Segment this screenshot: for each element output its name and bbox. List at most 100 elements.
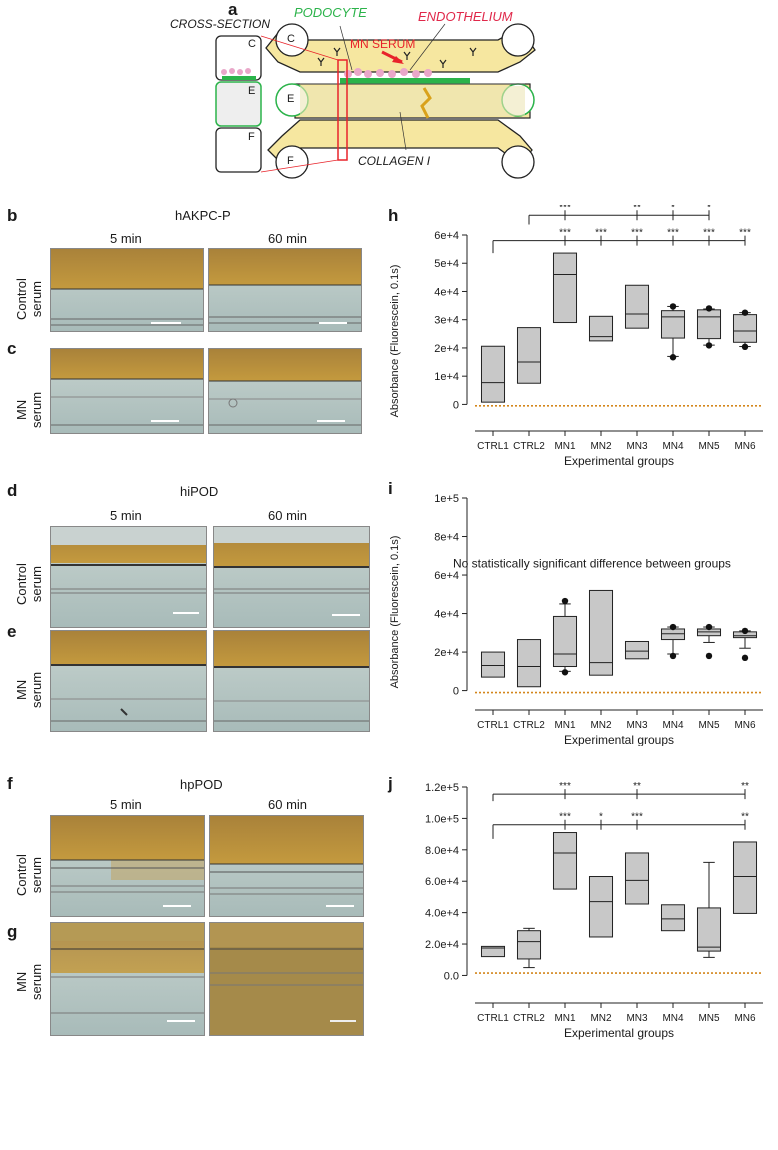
x-tick-label: MN6 bbox=[734, 441, 756, 452]
sig-stars: *** bbox=[595, 228, 607, 239]
panel-label-i: i bbox=[388, 479, 393, 498]
time-60-f: 60 min bbox=[268, 797, 308, 812]
x-tick-label: MN6 bbox=[734, 720, 756, 731]
x-tick-label: CTRL1 bbox=[477, 720, 509, 731]
x-tick-label: MN2 bbox=[590, 720, 612, 731]
y-tick-label: 2e+4 bbox=[434, 647, 459, 659]
sig-stars: *** bbox=[559, 228, 571, 239]
box-label-e: E bbox=[248, 85, 256, 97]
podocyte-label: PODOCYTE bbox=[294, 5, 367, 20]
micrograph-e-60min bbox=[213, 630, 370, 732]
sig-stars: ** bbox=[741, 781, 749, 792]
box-mn2 bbox=[588, 589, 614, 676]
x-tick-label: MN1 bbox=[554, 1013, 576, 1024]
y-axis-title: Absorbance (Fluorescein, 0.1s) bbox=[389, 536, 401, 689]
outlier-point bbox=[669, 623, 677, 631]
box-mn5 bbox=[696, 309, 722, 340]
outlier-point bbox=[561, 597, 569, 605]
outlier-point bbox=[741, 654, 749, 662]
x-tick-label: CTRL1 bbox=[477, 1013, 509, 1024]
box-mn1 bbox=[552, 252, 578, 324]
x-axis-title: Experimental groups bbox=[564, 1026, 674, 1040]
podocyte-cells bbox=[340, 68, 470, 84]
micrograph-c-60min bbox=[208, 348, 362, 434]
box-mn1 bbox=[552, 615, 578, 668]
y-tick-label: 4.0e+4 bbox=[425, 908, 459, 920]
sig-stars: *** bbox=[703, 228, 715, 239]
y-tick-label: 1e+4 bbox=[434, 371, 459, 383]
y-tick-label: 5e+4 bbox=[434, 258, 459, 270]
sig-stars: *** bbox=[559, 205, 571, 213]
sig-stars: *** bbox=[631, 812, 643, 823]
sig-stars: ** bbox=[633, 205, 641, 213]
y-tick-label: 3e+4 bbox=[434, 315, 459, 327]
x-tick-label: MN6 bbox=[734, 1013, 756, 1024]
x-axis-title: Experimental groups bbox=[564, 454, 674, 468]
row-label-control-f: Control serum bbox=[14, 854, 44, 896]
y-tick-label: 6e+4 bbox=[434, 230, 459, 242]
outlier-point bbox=[705, 623, 713, 631]
micrograph-b-5min bbox=[50, 248, 204, 332]
time-5-d: 5 min bbox=[110, 508, 142, 523]
outlier-point bbox=[741, 627, 749, 635]
row-label-control-d: Control serum bbox=[14, 563, 44, 605]
box-plot-i: 0 2e+4 4e+4 6e+4 8e+4 1e+5 CTRL1 CTRL2 MN1 MN2 MN3… bbox=[389, 493, 763, 746]
cell-type-d: hiPOD bbox=[180, 484, 219, 499]
collagen-label: COLLAGEN I bbox=[358, 154, 431, 168]
port-label-f: F bbox=[287, 155, 294, 167]
y-tick-label: 6e+4 bbox=[434, 570, 459, 582]
port-label-e: E bbox=[287, 93, 295, 105]
x-tick-label: MN4 bbox=[662, 441, 684, 452]
x-tick-label: MN1 bbox=[554, 720, 576, 731]
box-mn6 bbox=[732, 314, 758, 343]
panel-label-e: e bbox=[7, 622, 17, 641]
sig-stars: * bbox=[599, 812, 603, 823]
x-axis-title: Experimental groups bbox=[564, 733, 674, 746]
cross-section-cells bbox=[221, 68, 256, 80]
y-tick-label: 1.0e+5 bbox=[425, 813, 459, 825]
micrograph-b-60min bbox=[208, 248, 362, 332]
time-60-d: 60 min bbox=[268, 508, 308, 523]
sig-stars: ** bbox=[633, 781, 641, 792]
y-tick-label: 4e+4 bbox=[434, 609, 459, 621]
panel-label-d: d bbox=[7, 481, 18, 500]
box-label-f: F bbox=[248, 131, 255, 143]
x-tick-label: CTRL2 bbox=[513, 1013, 545, 1024]
x-tick-label: MN5 bbox=[698, 720, 720, 731]
outlier-point bbox=[705, 305, 713, 312]
box-ctrl2 bbox=[516, 639, 542, 688]
y-tick-label: 0 bbox=[453, 686, 459, 698]
box-mn1 bbox=[552, 832, 578, 890]
outlier-point bbox=[561, 669, 569, 676]
chip-schematic bbox=[215, 23, 536, 179]
box-ctrl1 bbox=[480, 345, 506, 403]
panel-label-g: g bbox=[7, 922, 18, 941]
y-tick-label: 8e+4 bbox=[434, 532, 459, 544]
cell-type-b: hAKPC-P bbox=[175, 208, 231, 223]
micrograph-d-60min bbox=[213, 526, 370, 628]
y-tick-label: 1e+5 bbox=[434, 493, 459, 505]
panel-label-j: j bbox=[388, 774, 393, 793]
x-tick-label: MN3 bbox=[626, 720, 648, 731]
time-5-f: 5 min bbox=[110, 797, 142, 812]
y-tick-label: 2e+4 bbox=[434, 343, 459, 355]
sig-stars: *** bbox=[559, 812, 571, 823]
no-significance-note: No statistically significant difference … bbox=[453, 556, 731, 570]
x-tick-label: MN1 bbox=[554, 441, 576, 452]
box-ctrl2 bbox=[516, 327, 542, 384]
sig-stars: * bbox=[671, 205, 675, 213]
box-ctrl1 bbox=[480, 651, 506, 678]
box-mn4 bbox=[660, 904, 686, 932]
sig-stars: *** bbox=[631, 228, 643, 239]
row-label-control-b: Control serum bbox=[14, 278, 44, 320]
sig-stars: ** bbox=[741, 812, 749, 823]
row-label-mn-c: MN serum bbox=[14, 391, 44, 428]
micrograph-f-5min bbox=[50, 815, 205, 917]
micrograph-f-60min bbox=[209, 815, 364, 917]
cross-section-label: CROSS-SECTION bbox=[170, 17, 271, 31]
x-tick-label: MN4 bbox=[662, 1013, 684, 1024]
x-tick-label: MN3 bbox=[626, 1013, 648, 1024]
panel-label-c: c bbox=[7, 339, 17, 358]
y-tick-label: 0.0 bbox=[444, 970, 459, 982]
time-60-b: 60 min bbox=[268, 231, 308, 246]
